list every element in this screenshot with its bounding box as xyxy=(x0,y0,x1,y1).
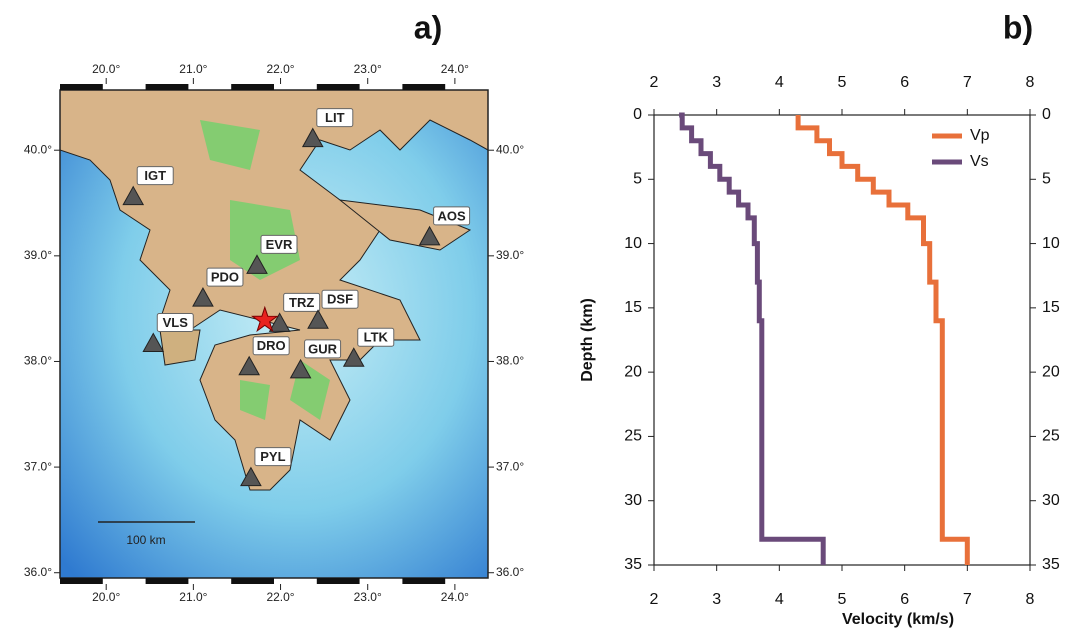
frame-segment xyxy=(146,578,189,584)
x-tick-label: 23.0° xyxy=(354,62,382,76)
y-tick-label: 10 xyxy=(1042,235,1060,252)
station-label: PDO xyxy=(211,270,239,285)
x-tick-label: 21.0° xyxy=(179,62,207,76)
y-tick-label: 0 xyxy=(633,106,642,123)
x-tick-label: 6 xyxy=(900,74,909,91)
legend-label: Vp xyxy=(970,127,990,144)
figure: a) b) 100 km Velocity (km/s) Depth (km) … xyxy=(0,0,1077,632)
station-label: LIT xyxy=(325,110,345,125)
legend-label: Vs xyxy=(970,153,989,170)
frame-segment xyxy=(402,84,445,90)
x-tick-label: 22.0° xyxy=(266,590,294,604)
x-tick-label: 21.0° xyxy=(179,590,207,604)
y-tick-label: 40.0° xyxy=(24,142,52,156)
y-tick-label: 25 xyxy=(1042,428,1060,445)
frame-segment xyxy=(60,84,103,90)
y-tick-label: 0 xyxy=(1042,106,1051,123)
y-tick-label: 20 xyxy=(624,363,642,380)
x-tick-label: 3 xyxy=(712,74,721,91)
scale-bar-label: 100 km xyxy=(126,533,165,547)
x-tick-label: 2 xyxy=(650,591,659,608)
y-tick-label: 37.0° xyxy=(24,459,52,473)
x-tick-label: 3 xyxy=(712,591,721,608)
x-tick-label: 8 xyxy=(1026,74,1035,91)
y-tick-label: 40.0° xyxy=(496,142,524,156)
station-label: GUR xyxy=(308,341,338,356)
station-label: DRO xyxy=(257,338,286,353)
x-tick-label: 4 xyxy=(775,591,784,608)
panel-label: a) xyxy=(414,9,442,45)
frame-segment xyxy=(317,84,360,90)
x-tick-label: 8 xyxy=(1026,591,1035,608)
x-tick-label: 23.0° xyxy=(354,590,382,604)
frame-segment xyxy=(231,84,274,90)
x-tick-label: 22.0° xyxy=(266,62,294,76)
y-tick-label: 10 xyxy=(624,235,642,252)
x-tick-label: 24.0° xyxy=(441,62,469,76)
map-background xyxy=(60,90,488,578)
y-tick-label: 5 xyxy=(1042,171,1051,188)
x-tick-label: 24.0° xyxy=(441,590,469,604)
y-tick-label: 36.0° xyxy=(496,565,524,579)
y-tick-label: 39.0° xyxy=(24,248,52,262)
panel-label: b) xyxy=(1003,9,1033,45)
frame-segment xyxy=(146,84,189,90)
station-label: AOS xyxy=(438,208,467,223)
velocity-line xyxy=(798,115,967,565)
station-label: VLS xyxy=(163,315,189,330)
y-tick-label: 36.0° xyxy=(24,565,52,579)
x-tick-label: 7 xyxy=(963,74,972,91)
x-tick-label: 7 xyxy=(963,591,972,608)
y-tick-label: 38.0° xyxy=(24,354,52,368)
y-tick-label: 35 xyxy=(1042,556,1060,573)
station-label: PYL xyxy=(260,449,285,464)
y-tick-label: 37.0° xyxy=(496,459,524,473)
x-tick-label: 5 xyxy=(838,74,847,91)
y-tick-label: 25 xyxy=(624,428,642,445)
y-tick-label: 30 xyxy=(1042,492,1060,509)
x-tick-label: 2 xyxy=(650,74,659,91)
y-tick-label: 30 xyxy=(624,492,642,509)
frame-segment xyxy=(231,578,274,584)
station-label: EVR xyxy=(266,237,293,252)
frame-segment xyxy=(402,578,445,584)
x-tick-label: 20.0° xyxy=(92,590,120,604)
x-tick-label: 4 xyxy=(775,74,784,91)
station-label: IGT xyxy=(144,168,166,183)
velocity-line xyxy=(679,115,823,565)
frame-segment xyxy=(317,578,360,584)
station-label: TRZ xyxy=(289,295,314,310)
y-tick-label: 39.0° xyxy=(496,248,524,262)
y-tick-label: 35 xyxy=(624,556,642,573)
x-tick-label: 20.0° xyxy=(92,62,120,76)
x-tick-label: 6 xyxy=(900,591,909,608)
y-tick-label: 15 xyxy=(624,299,642,316)
y-tick-label: 15 xyxy=(1042,299,1060,316)
x-axis-label: Velocity (km/s) xyxy=(842,611,954,628)
x-tick-label: 5 xyxy=(838,591,847,608)
plot-frame xyxy=(654,115,1030,565)
station-label: DSF xyxy=(327,292,353,307)
y-axis-label: Depth (km) xyxy=(579,298,596,382)
frame-segment xyxy=(60,578,103,584)
station-label: LTK xyxy=(364,330,389,345)
y-tick-label: 20 xyxy=(1042,363,1060,380)
y-tick-label: 38.0° xyxy=(496,354,524,368)
y-tick-label: 5 xyxy=(633,171,642,188)
